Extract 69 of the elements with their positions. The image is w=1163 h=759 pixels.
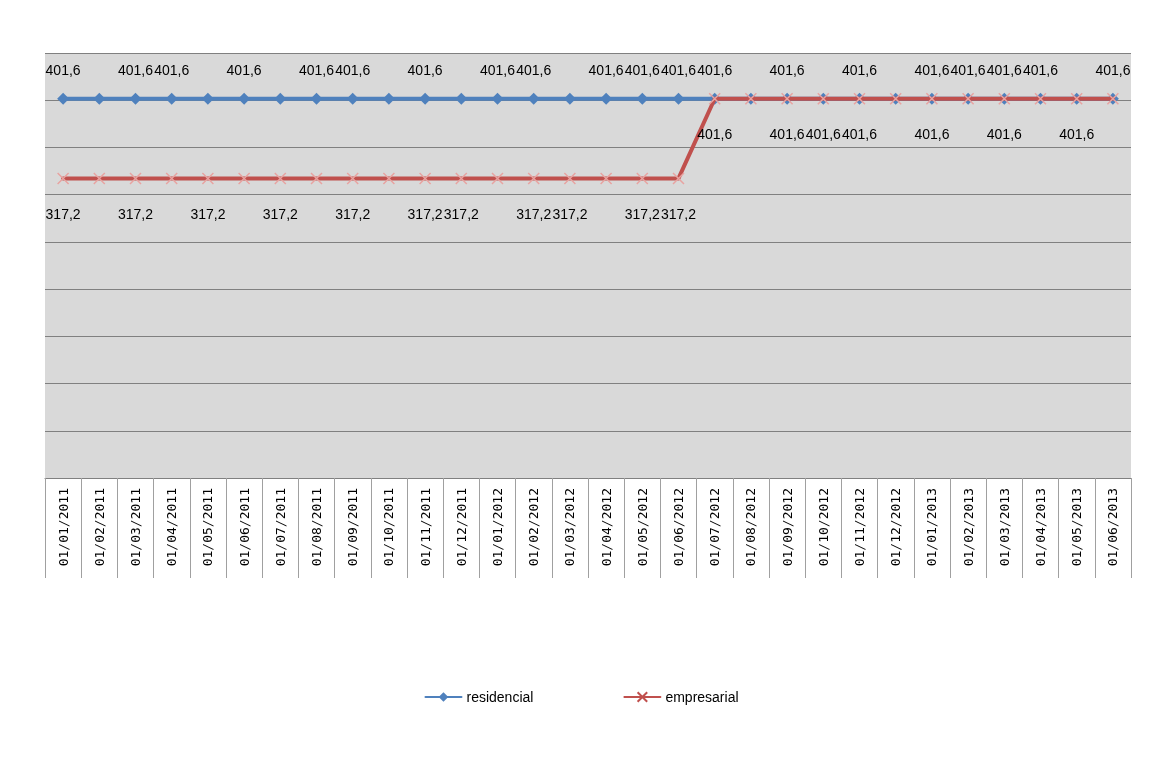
data-label: 401,6 (45, 61, 81, 78)
data-label: 401,6 (914, 125, 950, 142)
x-tick-label: 01/05/2013 (1069, 488, 1085, 567)
data-label: 317,2 (190, 205, 226, 222)
x-tick-label: 01/10/2012 (815, 488, 831, 567)
data-label: 401,6 (986, 125, 1023, 142)
data-label: 317,2 (443, 205, 480, 222)
data-label: 317,2 (407, 205, 443, 222)
data-label: 317,2 (660, 205, 697, 222)
x-tick-label: 01/08/2011 (309, 488, 324, 567)
x-tick-label: 01/03/2011 (128, 488, 143, 567)
x-tick-label: 01/11/2011 (417, 488, 433, 567)
data-label: 401,6 (986, 61, 1023, 78)
x-tick-label: 01/12/2012 (888, 488, 904, 567)
x-tick-label: 01/07/2011 (272, 488, 288, 567)
x-tick-label: 01/02/2013 (960, 488, 976, 567)
x-tick-label: 01/09/2012 (779, 488, 795, 567)
data-label: 317,2 (516, 205, 552, 222)
x-tick-label: 01/10/2011 (381, 488, 397, 567)
data-label: 317,2 (45, 205, 81, 222)
x-tick-label: 01/05/2011 (200, 488, 216, 567)
data-label: 317,2 (552, 205, 588, 222)
data-label: 401,6 (1059, 125, 1095, 142)
data-label: 401,6 (226, 61, 262, 78)
data-label: 317,2 (117, 205, 154, 222)
x-tick-label: 01/03/2013 (996, 488, 1012, 567)
legend-label: residencial (466, 689, 534, 705)
data-label: 401,6 (624, 61, 661, 78)
x-tick-label: 01/08/2012 (743, 488, 759, 567)
x-tick-label: 01/02/2012 (526, 488, 542, 567)
x-tick-label: 01/12/2011 (453, 488, 469, 567)
data-label: 401,6 (660, 61, 697, 78)
data-label: 401,6 (298, 61, 335, 78)
x-tick-label: 01/01/2011 (55, 488, 71, 567)
data-label: 401,6 (950, 61, 986, 78)
data-label: 401,6 (479, 61, 516, 78)
x-tick-label: 01/06/2012 (671, 488, 686, 567)
data-label: 401,6 (407, 61, 443, 78)
data-label: 401,6 (516, 61, 552, 78)
x-tick-label: 01/01/2012 (490, 488, 505, 567)
x-tick-label: 01/04/2012 (598, 488, 614, 567)
x-tick-label: 01/11/2012 (852, 488, 867, 567)
data-label: 401,6 (841, 61, 878, 78)
data-label: 317,2 (624, 205, 661, 222)
data-label: 401,6 (1095, 61, 1131, 78)
x-tick-label: 01/09/2011 (345, 488, 361, 567)
legend-label: empresarial (665, 689, 739, 705)
data-label: 401,6 (841, 125, 878, 142)
x-tick-label: 01/06/2011 (236, 488, 252, 567)
x-tick-label: 01/07/2012 (707, 488, 723, 567)
data-label: 401,6 (588, 61, 624, 78)
x-tick-label: 01/04/2011 (164, 488, 180, 567)
x-tick-label: 01/01/2013 (924, 488, 940, 567)
x-tick-label: 01/03/2012 (562, 488, 578, 567)
x-tick-label: 01/05/2012 (634, 488, 650, 567)
data-label: 401,6 (335, 61, 371, 78)
data-label: 401,6 (117, 61, 154, 78)
data-label: 401,6 (154, 61, 190, 78)
data-label: 401,6 (914, 61, 950, 78)
data-label: 317,2 (335, 205, 371, 222)
x-tick-label: 01/02/2011 (91, 488, 107, 567)
data-label: 401,6 (769, 125, 805, 142)
x-tick-label: 01/04/2013 (1033, 488, 1048, 567)
data-label: 317,2 (262, 205, 299, 222)
data-label: 401,6 (805, 125, 842, 142)
x-tick-label: 01/06/2013 (1105, 488, 1121, 567)
data-label: 401,6 (1022, 61, 1059, 78)
data-label: 401,6 (697, 61, 733, 78)
data-label: 401,6 (769, 61, 805, 78)
